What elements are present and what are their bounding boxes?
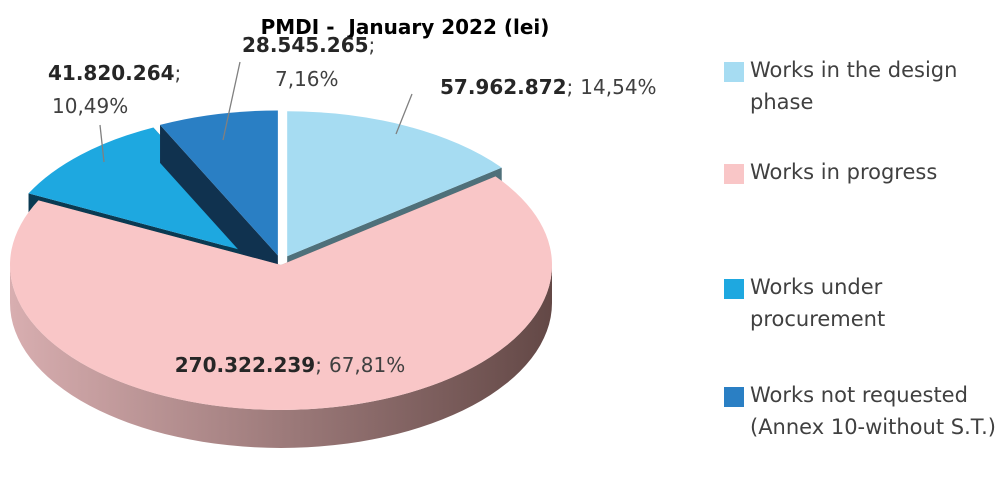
data-label-separator: ; — [369, 33, 376, 57]
leader-line — [222, 61, 241, 141]
data-label: 41.820.264; — [48, 61, 181, 85]
data-label-value: 41.820.264 — [48, 61, 175, 85]
legend-swatch — [724, 62, 744, 82]
data-label: 57.962.872; 14,54% — [440, 75, 657, 99]
legend-swatch — [724, 164, 744, 184]
data-label-value: 28.545.265 — [242, 33, 369, 57]
slice — [9, 176, 552, 410]
legend-label: Works in the design phase — [750, 58, 958, 114]
legend-swatch — [724, 279, 744, 299]
data-label-percent: 7,16% — [275, 67, 339, 91]
data-label-value: 270.322.239 — [175, 353, 315, 377]
data-label: 10,49% — [52, 94, 128, 118]
data-label-value: 57.962.872 — [440, 75, 567, 99]
data-label: 7,16% — [275, 67, 339, 91]
legend-label: Works under procurement — [750, 275, 886, 331]
legend-item: Works in progress — [724, 156, 1000, 188]
data-label-separator: ; — [175, 61, 182, 85]
legend-label: Works not requested (Annex 10-without S.… — [750, 383, 996, 439]
data-label: 270.322.239; 67,81% — [175, 353, 405, 377]
data-label-percent: 14,54% — [580, 75, 656, 99]
slice-side — [10, 265, 552, 448]
legend-item: Works under procurement — [724, 271, 1000, 335]
data-label-separator: ; — [567, 75, 574, 99]
legend-item: Works not requested (Annex 10-without S.… — [724, 379, 1000, 443]
data-label-percent: 10,49% — [52, 94, 128, 118]
slice — [28, 127, 272, 259]
slice-cut-face — [160, 124, 278, 294]
leader-line — [99, 124, 105, 163]
leader-line — [395, 93, 413, 135]
legend-item: Works in the design phase — [724, 54, 1000, 118]
slice — [287, 111, 502, 257]
data-label-separator: ; — [315, 353, 322, 377]
legend-label: Works in progress — [750, 160, 938, 184]
slices — [9, 110, 552, 448]
legend-swatch — [724, 387, 744, 407]
labels: 57.962.872; 14,54%270.322.239; 67,81%41.82… — [48, 33, 657, 377]
slice — [160, 110, 278, 256]
data-label: 28.545.265; — [242, 33, 375, 57]
data-label-percent: 67,81% — [329, 353, 405, 377]
chart-title: PMDI - January 2022 (lei) — [261, 15, 550, 39]
